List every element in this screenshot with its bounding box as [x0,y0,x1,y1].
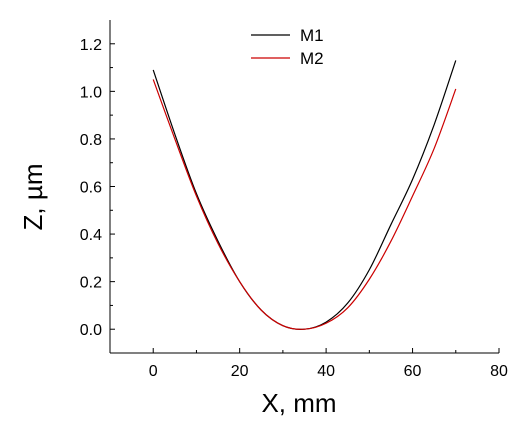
tick-labels: 0 20 40 60 80 0.0 0.2 0.4 0.6 0.8 1.0 1.2 [80,37,508,380]
y-tick-label: 0.0 [80,322,102,339]
ticks [109,43,500,353]
y-tick-label: 0.6 [80,180,102,197]
x-tick-label: 40 [317,363,335,380]
y-tick-label: 0.2 [80,275,102,292]
x-tick-label: 20 [231,363,249,380]
x-tick-label: 0 [149,363,158,380]
y-tick-label: 1.0 [80,84,102,101]
series-line-m2 [152,79,457,330]
legend-label-m2: M2 [300,49,324,68]
x-axis-title: X, mm [261,388,336,418]
legend: M1 M2 [251,26,324,68]
series-line-m1 [152,60,457,330]
axes [109,20,499,354]
y-axis-title: Z, µm [18,164,48,231]
legend-label-m1: M1 [300,26,324,45]
y-tick-label: 0.8 [80,132,102,149]
x-tick-label: 80 [490,363,508,380]
series-lines [152,60,457,330]
y-tick-label: 1.2 [80,37,102,54]
y-tick-label: 0.4 [80,227,102,244]
x-tick-label: 60 [404,363,422,380]
